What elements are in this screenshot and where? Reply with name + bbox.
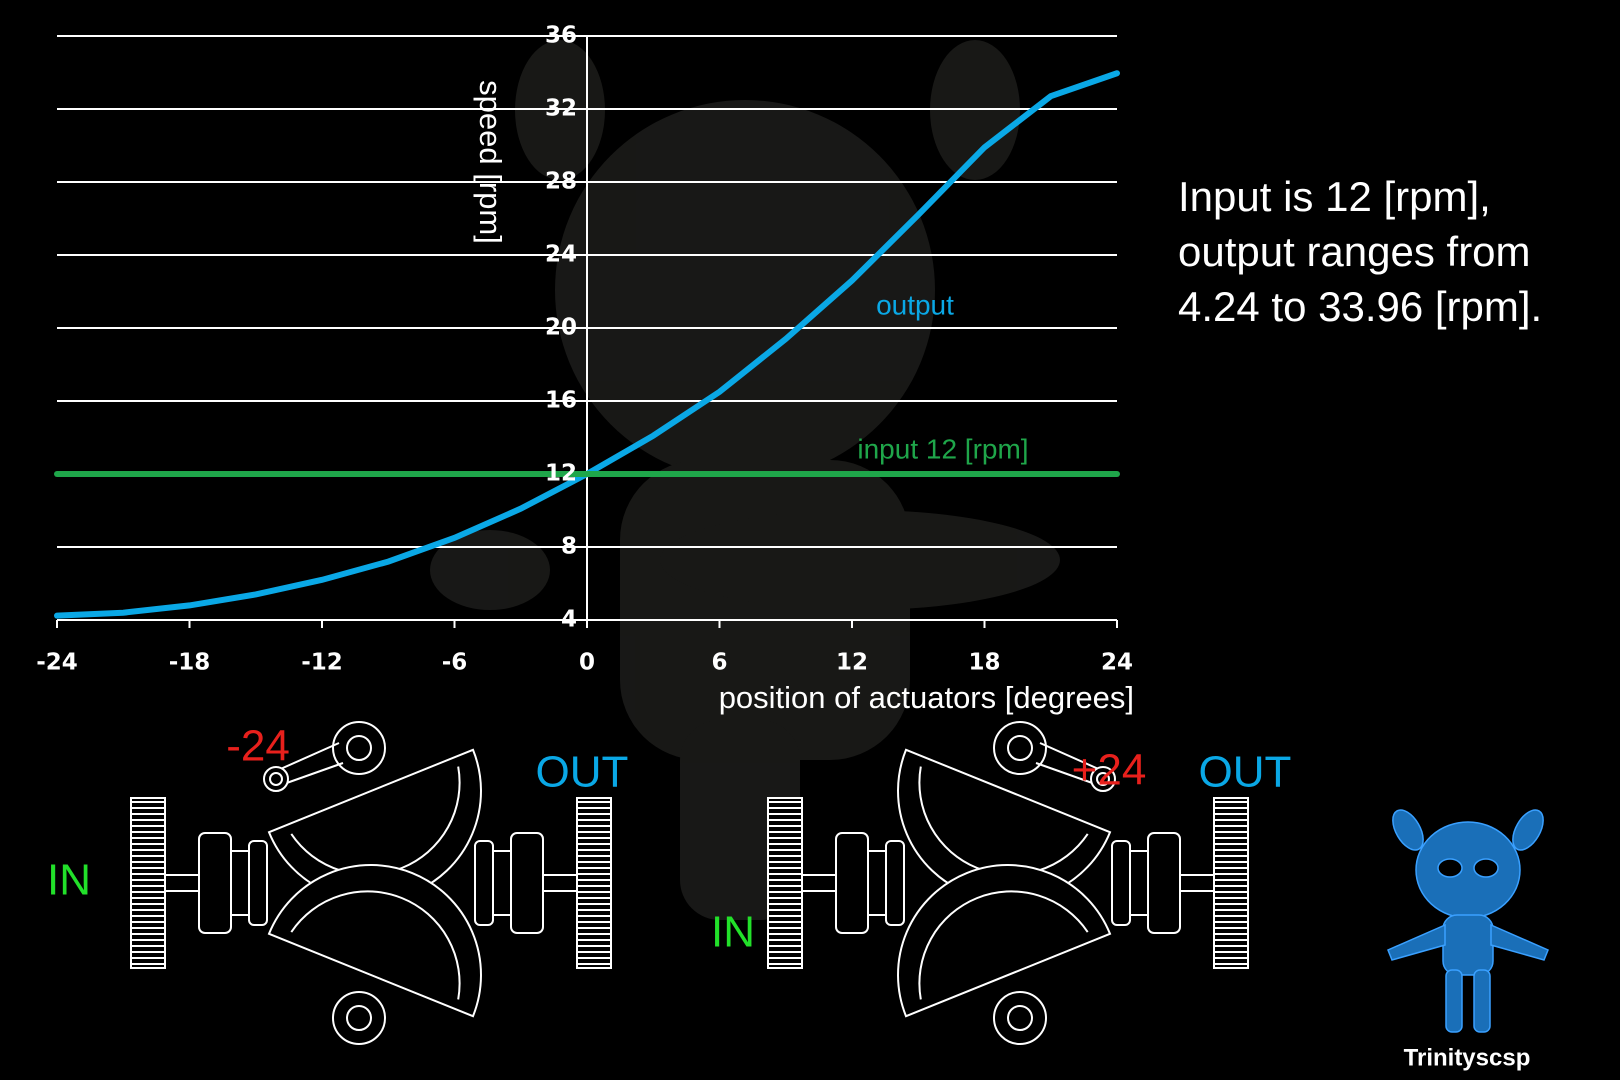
side-note: output ranges from [1178,228,1531,275]
side-note: 4.24 to 33.96 [rpm]. [1178,283,1542,330]
series-label: output [876,289,954,320]
x-tick-label: 6 [711,650,727,676]
y-tick-label: 36 [545,23,577,49]
mascot-icon [1387,809,1549,1033]
y-tick-label: 8 [561,534,577,560]
in-label: IN [47,856,91,905]
y-tick-label: 28 [545,169,577,195]
in-label: IN [711,908,755,957]
side-note: Input is 12 [rpm], [1178,173,1491,220]
series-label: input 12 [rpm] [857,433,1028,464]
angle-label: +24 [1072,746,1147,795]
y-tick-label: 20 [545,315,577,341]
mechanism-diagram [767,721,1249,1045]
out-label: OUT [1199,748,1292,797]
x-tick-label: 12 [836,650,868,676]
x-tick-label: 24 [1101,650,1133,676]
x-tick-label: -12 [301,650,343,676]
x-tick-label: -24 [36,650,78,676]
credit: Trinityscsp [1404,1044,1531,1071]
y-tick-label: 12 [545,461,577,487]
x-tick-label: 18 [968,650,1000,676]
y-axis-label: speed [rpm] [473,80,508,244]
background-figure [430,40,1060,920]
y-tick-label: 16 [545,388,577,414]
out-label: OUT [536,748,629,797]
x-tick-label: 0 [579,650,595,676]
x-axis-label: position of actuators [degrees] [719,680,1134,715]
x-tick-label: -6 [442,650,468,676]
angle-label: -24 [226,722,290,771]
y-tick-label: 24 [545,242,577,268]
y-tick-label: 32 [545,96,577,122]
y-tick-label: 4 [561,607,577,633]
x-tick-label: -18 [169,650,211,676]
